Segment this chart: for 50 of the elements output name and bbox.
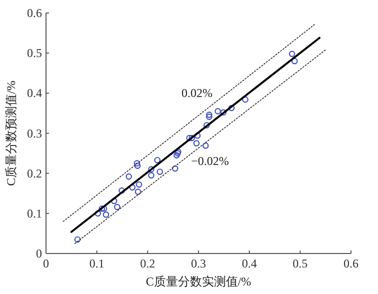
y-tick-label: 0 — [36, 246, 42, 260]
point — [202, 142, 209, 149]
y-tick-label: 0.3 — [27, 126, 42, 140]
point — [214, 108, 221, 114]
x-tick-label: 0.4 — [242, 256, 257, 270]
point — [129, 184, 136, 191]
x-tick-label: 0.2 — [140, 256, 156, 270]
x-tick-label: 0.6 — [344, 256, 358, 270]
y-axis-title: C质量分数预测值/% — [4, 80, 18, 186]
point — [102, 211, 110, 218]
point — [291, 58, 298, 64]
point — [136, 181, 142, 188]
point — [94, 210, 101, 217]
x-tick-label: 0.3 — [191, 256, 206, 270]
point — [134, 188, 142, 195]
point — [172, 165, 178, 172]
point — [228, 104, 235, 112]
point — [134, 160, 140, 166]
point — [118, 187, 125, 194]
point — [206, 112, 212, 118]
point — [173, 152, 180, 158]
point — [148, 172, 154, 178]
point — [194, 132, 201, 139]
point — [220, 109, 227, 116]
y-tick-label: 0.1 — [27, 206, 42, 220]
point — [242, 96, 248, 103]
point — [154, 156, 160, 164]
y-tick-label: 0.5 — [27, 46, 42, 60]
point — [134, 162, 141, 169]
point — [74, 236, 81, 243]
point — [193, 140, 200, 146]
point — [126, 173, 132, 180]
point — [98, 205, 106, 212]
point — [100, 205, 108, 212]
x-axis-title: C质量分数实测值/% — [146, 274, 252, 288]
y-tick-label: 0.2 — [27, 166, 42, 180]
x-tick-label: 0.1 — [89, 256, 104, 270]
point — [288, 50, 296, 58]
x-tick-label: 0.5 — [292, 256, 308, 270]
point — [186, 134, 192, 142]
point — [206, 114, 212, 120]
annotation: 0.02% — [182, 86, 212, 100]
point — [114, 204, 120, 210]
point — [188, 134, 196, 142]
point — [203, 122, 210, 128]
point — [148, 166, 154, 172]
y-tick-label: 0.6 — [27, 6, 42, 20]
annotation: −0.02% — [191, 154, 229, 168]
y-tick-label: 0.4 — [27, 86, 42, 100]
point — [156, 168, 164, 175]
